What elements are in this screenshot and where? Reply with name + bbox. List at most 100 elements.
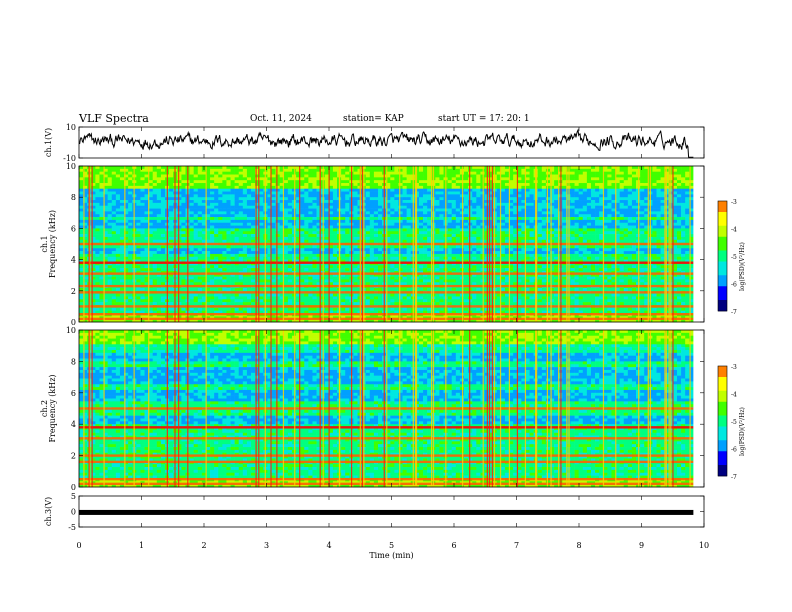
spectrogram-cell xyxy=(226,217,231,221)
spectrogram-cell xyxy=(308,251,313,255)
spectrogram-cell xyxy=(119,202,125,207)
spectrogram-cell xyxy=(324,259,330,263)
spectrogram-cell xyxy=(230,177,235,181)
spectrogram-cell xyxy=(357,214,362,218)
spectrogram-cell xyxy=(300,194,305,198)
spectrogram-cell xyxy=(267,310,272,314)
spectrogram-cell xyxy=(353,253,358,258)
spectrogram-cell xyxy=(205,251,211,255)
spectrogram-cell xyxy=(201,259,207,263)
spectrogram-cell xyxy=(332,265,338,269)
spectrogram-cell xyxy=(324,191,330,195)
spectrogram-cell xyxy=(218,262,223,266)
spectrogram-cell xyxy=(234,239,240,243)
spectrogram-cell xyxy=(226,166,231,170)
spectrogram-cell xyxy=(439,225,444,229)
spectrogram-cell xyxy=(201,177,207,181)
spectrogram-cell xyxy=(402,183,407,187)
spectrogram-cell xyxy=(345,228,350,232)
spectrogram-cell xyxy=(218,248,223,252)
spectrogram-cell xyxy=(124,183,129,187)
spectrogram-cell xyxy=(447,166,453,170)
spectrogram-cell xyxy=(345,225,350,229)
spectrogram-cell xyxy=(378,231,383,235)
spectrogram-cell xyxy=(246,202,252,207)
spectrogram-cell xyxy=(406,202,412,207)
spectrogram-cell xyxy=(242,211,248,215)
spectrogram-cell xyxy=(144,168,149,172)
spectrogram-cell xyxy=(79,217,84,221)
spectrogram-cell xyxy=(214,319,219,323)
spectrogram-cell xyxy=(283,205,289,209)
spectrogram-cell xyxy=(369,276,375,280)
spectrogram-cell xyxy=(378,310,383,314)
spectrogram-cell xyxy=(365,217,371,221)
spectrogram-cell xyxy=(103,236,108,241)
spectrogram-cell xyxy=(300,214,305,218)
spectrogram-cell xyxy=(181,217,186,221)
spectrogram-cell xyxy=(234,253,240,258)
spectrogram-cell xyxy=(181,166,186,170)
spectrogram-cell xyxy=(119,217,125,221)
spectrogram-cell xyxy=(189,205,194,209)
spectrogram-cell xyxy=(316,222,321,226)
spectrogram-cell xyxy=(152,188,158,192)
spectrogram-cell xyxy=(226,287,231,292)
spectrogram-cell xyxy=(328,191,334,195)
spectrogram-cell xyxy=(205,171,211,175)
spectrogram-cell xyxy=(160,273,166,277)
spectrogram-cell xyxy=(435,166,440,170)
spectrogram-cell xyxy=(234,171,240,175)
spectrogram-cell xyxy=(181,296,186,300)
spectrogram-cell xyxy=(300,296,305,300)
spectrogram-cell xyxy=(115,245,121,249)
spectrogram-cell xyxy=(418,287,424,292)
spectrogram-cell xyxy=(238,185,244,189)
spectrogram-cell xyxy=(246,225,252,229)
spectrogram-cell xyxy=(210,208,215,212)
spectrogram-cell xyxy=(267,236,272,241)
spectrogram-cell xyxy=(308,197,313,201)
spectrogram-cell xyxy=(169,268,174,272)
spectrogram-cell xyxy=(201,248,207,252)
spectrogram-cell xyxy=(369,293,375,297)
spectrogram-cell xyxy=(148,185,154,189)
spectrogram-cell xyxy=(152,293,158,297)
spectrogram-cell xyxy=(353,177,358,181)
spectrogram-cell xyxy=(373,268,379,272)
spectrogram-cell xyxy=(271,185,276,189)
spectrogram-cell xyxy=(394,287,399,292)
spectrogram-cell xyxy=(373,177,379,181)
spectrogram-cell xyxy=(115,265,121,269)
spectrogram-cell xyxy=(95,194,100,198)
spectrogram-cell xyxy=(300,282,305,286)
spectrogram-cell xyxy=(353,256,358,260)
spectrogram-cell xyxy=(210,171,215,175)
spectrogram-cell xyxy=(246,282,252,286)
spectrogram-cell xyxy=(246,279,252,283)
spectrogram-cell xyxy=(189,293,194,297)
spectrogram-cell xyxy=(189,287,194,292)
spectrogram-cell xyxy=(83,268,88,272)
spectrogram-cell xyxy=(435,222,440,226)
spectrogram-cell xyxy=(156,194,162,198)
spectrogram-cell xyxy=(103,253,108,258)
spectrogram-cell xyxy=(304,171,309,175)
spectrogram-cell xyxy=(193,282,199,286)
spectrogram-cell xyxy=(316,180,321,184)
spectrogram-cell xyxy=(79,222,84,226)
spectrogram-cell xyxy=(394,183,399,187)
spectrogram-cell xyxy=(332,205,338,209)
spectrogram-cell xyxy=(124,211,129,215)
spectrogram-cell xyxy=(345,265,350,269)
spectrogram-cell xyxy=(197,259,203,263)
spectrogram-cell xyxy=(79,262,84,266)
spectrogram-cell xyxy=(308,202,313,207)
spectrogram-cell xyxy=(341,188,346,192)
spectrogram-cell xyxy=(238,265,244,269)
spectrogram-cell xyxy=(365,168,371,172)
spectrogram-cell xyxy=(242,256,248,260)
spectrogram-cell xyxy=(238,293,244,297)
spectrogram-cell xyxy=(242,214,248,218)
spectrogram-cell xyxy=(230,319,235,323)
